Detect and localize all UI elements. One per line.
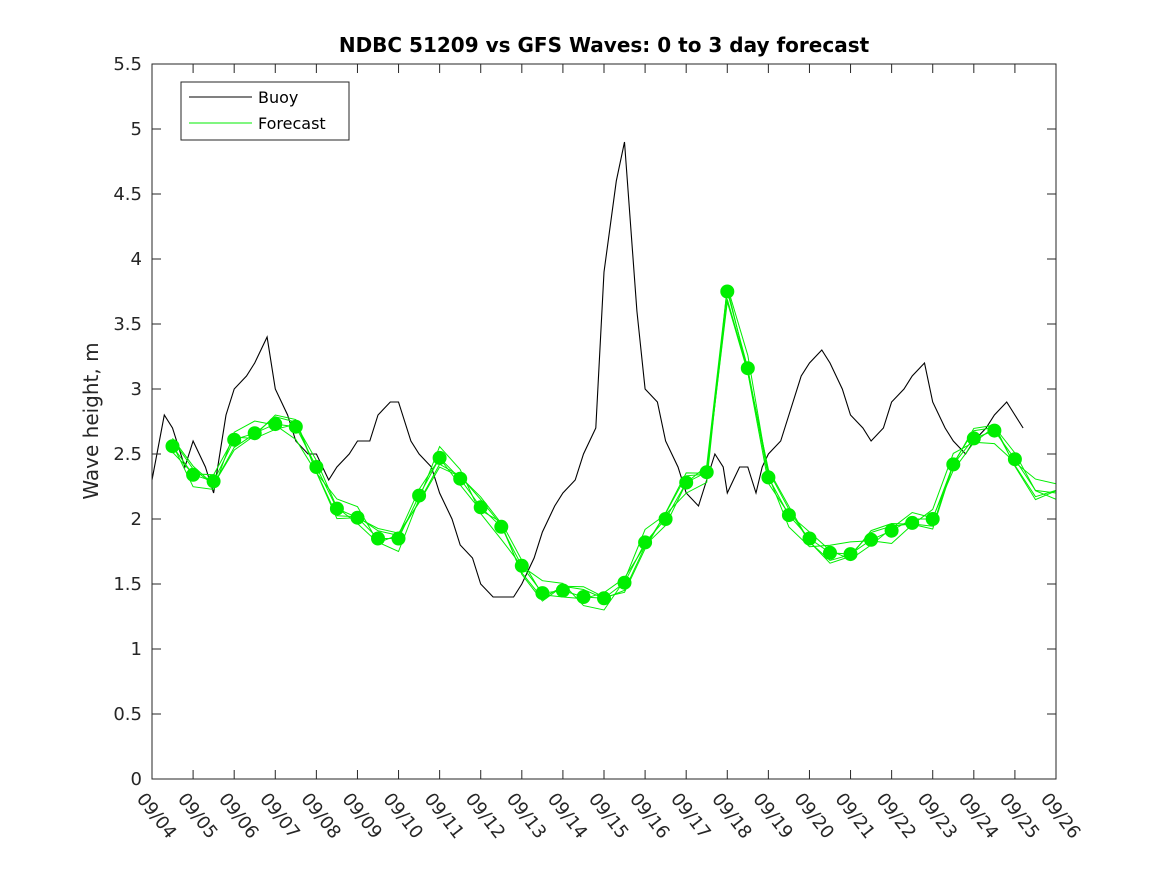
forecast-marker — [227, 432, 242, 447]
y-tick-label: 1.5 — [113, 574, 142, 595]
forecast-marker — [699, 465, 714, 480]
forecast-marker — [720, 284, 735, 299]
plot-area — [152, 64, 1056, 779]
y-tick-label: 1 — [131, 639, 142, 660]
forecast-marker — [617, 575, 632, 590]
forecast-marker — [1007, 452, 1022, 467]
y-tick-label: 5.5 — [113, 54, 142, 75]
forecast-marker — [576, 590, 591, 604]
y-tick-label: 2.5 — [113, 444, 142, 465]
forecast-marker — [309, 460, 324, 474]
forecast-marker — [679, 475, 694, 490]
y-tick-label: 4 — [131, 249, 142, 270]
forecast-marker — [453, 471, 468, 486]
forecast-marker — [288, 419, 303, 434]
forecast-marker — [905, 515, 920, 530]
forecast-marker — [781, 508, 796, 523]
y-axis-label: Wave height, m — [79, 342, 103, 499]
forecast-marker — [802, 531, 817, 546]
forecast-marker — [884, 523, 899, 538]
forecast-marker — [864, 532, 879, 547]
y-tick-label: 3 — [131, 379, 142, 400]
forecast-marker — [268, 417, 283, 432]
forecast-marker — [186, 467, 201, 482]
forecast-marker — [658, 512, 673, 526]
forecast-marker — [350, 510, 365, 525]
forecast-marker — [432, 450, 447, 465]
buoy-series-line — [152, 141, 1024, 598]
y-tick-label: 4.5 — [113, 184, 142, 205]
forecast-marker — [638, 535, 653, 550]
forecast-marker — [535, 586, 550, 601]
forecast-marker — [946, 457, 961, 472]
clipped-series — [152, 141, 1056, 611]
forecast-marker — [391, 531, 406, 546]
y-tick-label: 5 — [131, 119, 142, 140]
chart-title: NDBC 51209 vs GFS Waves: 0 to 3 day fore… — [339, 33, 870, 57]
forecast-marker — [412, 488, 427, 503]
forecast-marker — [247, 426, 262, 441]
legend-forecast-label: Forecast — [258, 114, 326, 133]
y-tick-label: 2 — [131, 509, 142, 530]
y-tick-label: 3.5 — [113, 314, 142, 335]
axes-background — [152, 64, 1056, 779]
forecast-marker — [473, 500, 488, 515]
forecast-marker — [740, 361, 755, 376]
forecast-marker — [597, 591, 611, 606]
forecast-marker — [371, 531, 385, 546]
legend-box — [180, 81, 350, 141]
forecast-marker — [514, 558, 529, 573]
series-group — [152, 141, 1056, 611]
forecast-marker — [329, 501, 344, 516]
forecast-marker — [555, 583, 570, 598]
forecast-marker — [823, 545, 837, 560]
forecast-marker — [206, 474, 221, 489]
legend: Buoy Forecast — [180, 81, 350, 141]
forecast-marker — [761, 470, 776, 485]
forecast-marker — [966, 431, 981, 446]
forecast-marker — [925, 512, 940, 526]
legend-buoy-label: Buoy — [258, 88, 298, 107]
forecast-marker — [987, 423, 1002, 438]
forecast-marker — [843, 547, 858, 562]
y-tick-label: 0 — [131, 769, 142, 790]
y-tick-label: 0.5 — [113, 704, 142, 725]
forecast-marker — [165, 439, 180, 454]
forecast-marker — [494, 519, 509, 534]
